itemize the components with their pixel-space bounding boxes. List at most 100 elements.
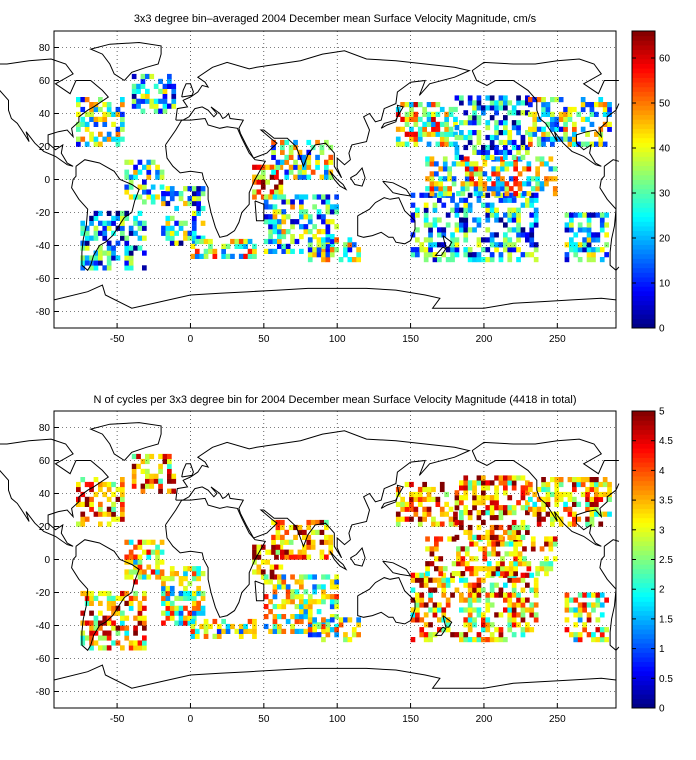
data-cell <box>503 592 508 598</box>
data-cell <box>137 574 143 580</box>
data-cell <box>281 599 287 605</box>
data-cell <box>448 131 454 137</box>
data-cell <box>325 194 331 200</box>
coastline <box>471 438 619 475</box>
coastline <box>349 166 366 187</box>
data-cell <box>498 192 504 198</box>
data-cell <box>325 224 331 230</box>
data-cell <box>155 194 160 200</box>
data-cell <box>545 511 551 517</box>
data-cell <box>115 595 121 601</box>
data-cell <box>528 141 533 147</box>
data-cell <box>162 83 168 89</box>
data-cell <box>115 240 121 246</box>
data-cell <box>334 204 339 210</box>
data-cell <box>413 121 419 127</box>
data-cell <box>128 539 134 545</box>
data-cell <box>98 645 103 651</box>
data-cell <box>285 584 291 590</box>
data-cell <box>191 230 197 236</box>
data-cell <box>595 617 601 623</box>
colorbar-swatch <box>632 137 655 143</box>
data-cell <box>102 590 108 597</box>
data-cell <box>454 237 460 243</box>
data-cell <box>288 169 294 175</box>
data-cell <box>137 554 143 560</box>
data-cell <box>142 265 147 271</box>
coastline <box>471 70 620 167</box>
x-tick-label: 250 <box>549 334 566 345</box>
data-cell <box>98 260 103 266</box>
data-cell <box>140 458 146 465</box>
data-cell <box>98 220 103 226</box>
data-cell <box>187 200 193 207</box>
data-cell <box>525 202 530 208</box>
data-cell <box>299 209 304 215</box>
data-cell <box>293 159 298 165</box>
data-cell <box>252 253 257 259</box>
colorbar-swatch <box>632 160 655 167</box>
data-cell <box>481 622 486 628</box>
data-cell <box>256 544 262 550</box>
data-cell <box>409 131 414 137</box>
data-cell <box>145 453 150 460</box>
colorbar-swatch <box>632 63 655 69</box>
data-cell <box>191 215 197 221</box>
data-cell <box>252 569 257 575</box>
data-cell <box>146 564 152 570</box>
data-cell <box>400 116 405 122</box>
data-cell <box>473 191 479 197</box>
data-cell <box>525 582 530 588</box>
data-cell <box>453 131 458 137</box>
data-cell <box>284 549 290 555</box>
data-cell <box>563 116 568 122</box>
data-cell <box>432 577 438 583</box>
data-cell <box>190 633 196 639</box>
data-cell <box>161 196 166 202</box>
data-cell <box>582 622 587 628</box>
data-cell <box>263 214 269 220</box>
data-cell <box>491 171 496 177</box>
colorbar-swatch <box>632 119 655 125</box>
data-cell <box>142 189 147 195</box>
data-cell <box>140 83 146 89</box>
data-cell <box>437 227 442 233</box>
data-cell <box>517 156 523 162</box>
data-cell <box>545 106 551 113</box>
data-cell <box>325 594 331 600</box>
data-cell <box>448 141 454 147</box>
data-cell <box>106 521 112 527</box>
data-cell <box>80 136 86 142</box>
data-cell <box>89 645 94 651</box>
data-cell <box>444 116 449 122</box>
data-cell <box>256 189 262 195</box>
data-cell <box>429 176 435 182</box>
data-cell <box>423 577 429 583</box>
data-cell <box>212 248 218 254</box>
data-cell <box>485 495 491 501</box>
data-cell <box>489 100 495 106</box>
data-cell <box>120 102 125 108</box>
data-cell <box>268 248 273 254</box>
data-cell <box>498 510 504 516</box>
data-cell <box>89 600 94 606</box>
data-cell <box>146 539 152 545</box>
data-cell <box>328 144 334 151</box>
data-cell <box>290 204 295 210</box>
data-cell <box>165 615 171 621</box>
data-cell <box>351 242 357 248</box>
data-cell <box>417 491 423 498</box>
data-cell <box>522 546 527 552</box>
data-cell <box>316 194 322 200</box>
data-cell <box>111 220 116 226</box>
data-cell <box>174 230 179 236</box>
data-cell <box>324 169 329 175</box>
data-cell <box>281 234 287 240</box>
data-cell <box>486 551 492 557</box>
data-cell <box>459 222 464 228</box>
data-cell <box>347 637 353 643</box>
data-cell <box>285 199 291 205</box>
data-cell <box>469 176 474 182</box>
data-cell <box>432 192 438 198</box>
data-cell <box>591 257 596 263</box>
